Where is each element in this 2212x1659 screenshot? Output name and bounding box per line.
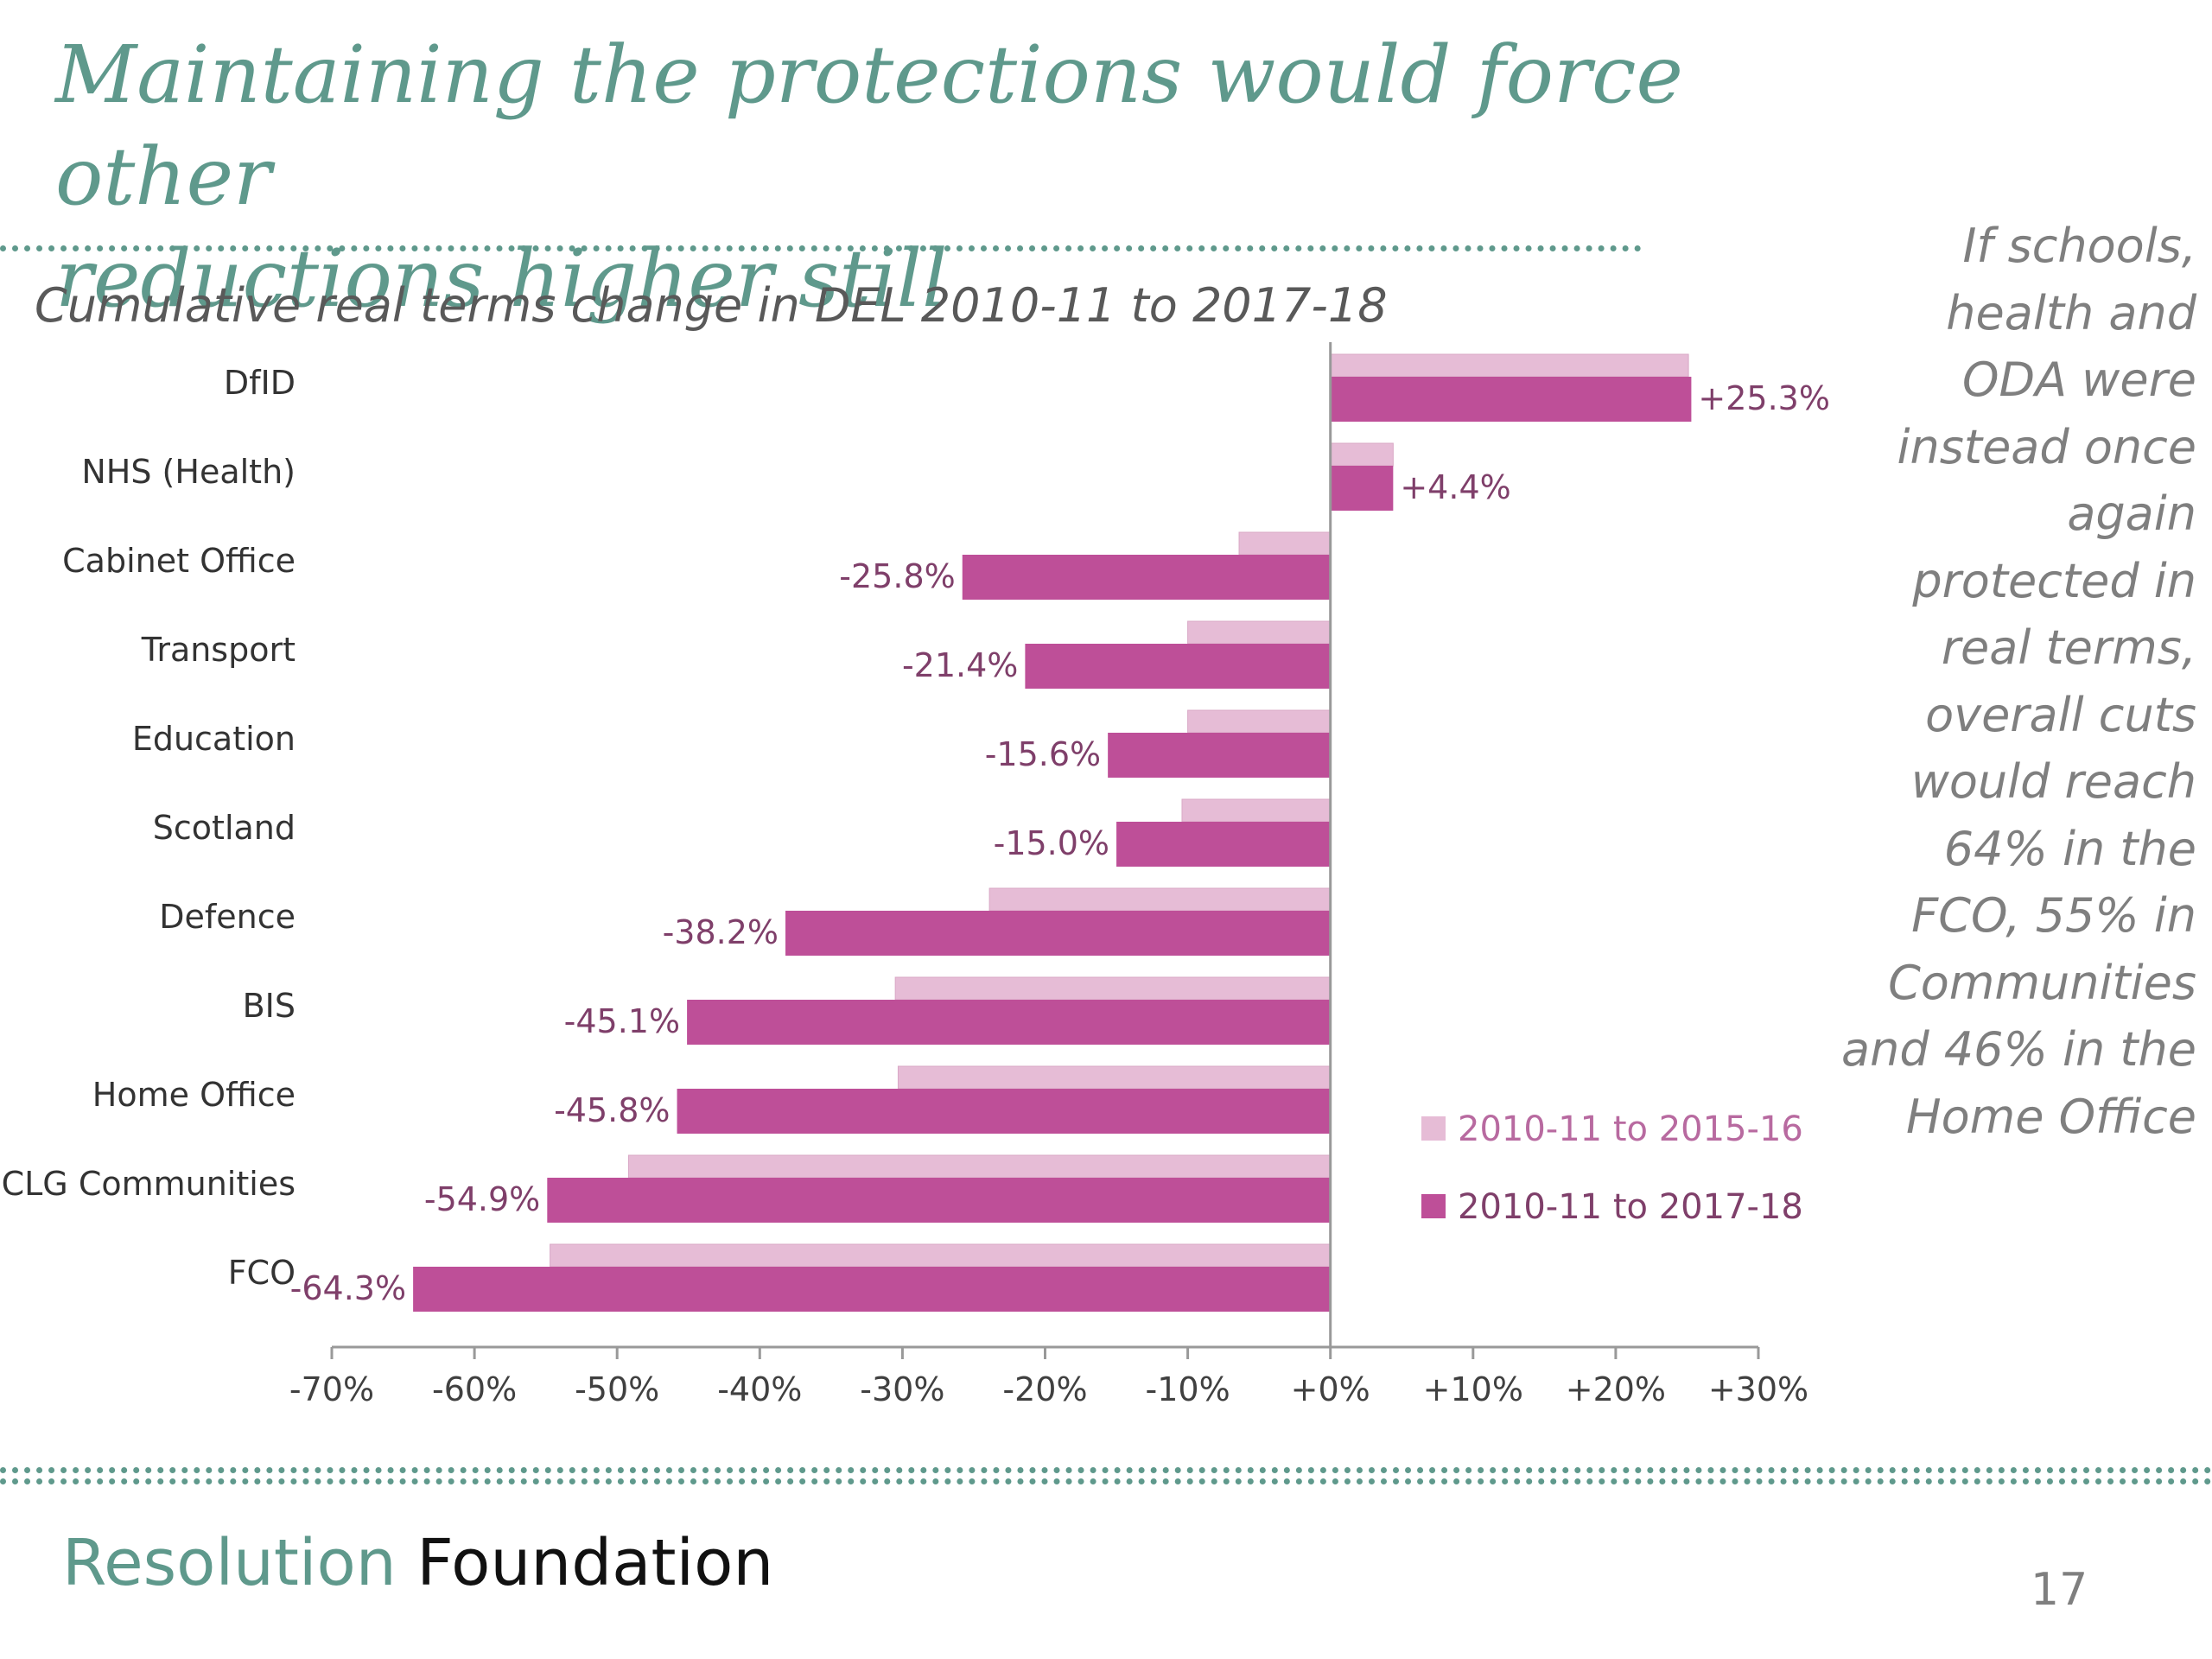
category-label: FCO xyxy=(228,1254,296,1292)
bar-2010-11-to-2017-18 xyxy=(1116,822,1331,867)
bar-2010-11-to-2017-18 xyxy=(1330,466,1394,511)
bar-2010-11-to-2015-16 xyxy=(1181,798,1332,823)
x-tick-label: +0% xyxy=(1291,1370,1370,1408)
bar-2010-11-to-2015-16 xyxy=(988,887,1332,912)
slide-title-line-1: Maintaining the protections would force … xyxy=(55,29,1683,223)
data-label: -15.6% xyxy=(985,735,1101,773)
side-note-line: Home Office xyxy=(1905,1089,2196,1144)
side-note-line: and 46% in the xyxy=(1841,1022,2196,1077)
bar-2010-11-to-2015-16 xyxy=(897,1065,1332,1090)
bar-2010-11-to-2017-18 xyxy=(1108,733,1331,778)
legend: 2010-11 to 2015-16 2010-11 to 2017-18 xyxy=(1421,1109,1803,1227)
data-label: -15.0% xyxy=(994,824,1109,862)
axis-layer: DfID NHS (Health) Cabinet Office Transport E… xyxy=(2,342,1808,1408)
x-tick-label: +10% xyxy=(1423,1370,1523,1408)
side-note-line: FCO, 55% in xyxy=(1911,888,2196,943)
bar-2010-11-to-2017-18 xyxy=(413,1267,1331,1312)
data-label: -45.1% xyxy=(564,1002,680,1040)
bar-2010-11-to-2015-16 xyxy=(1238,531,1332,556)
page-number: 17 xyxy=(2031,1564,2088,1616)
brand-name-part-2: Foundation xyxy=(416,1526,774,1600)
bar-2010-11-to-2017-18 xyxy=(785,911,1331,956)
data-label: +4.4% xyxy=(1400,468,1510,506)
side-note-line: would reach xyxy=(1910,754,2196,809)
x-tick-label: -40% xyxy=(717,1370,802,1408)
bar-2010-11-to-2017-18 xyxy=(687,1000,1331,1045)
chart-title: Cumulative real terms change in DEL 2010… xyxy=(35,278,1388,333)
bar-chart: Cumulative real terms change in DEL 2010… xyxy=(2,278,1830,1408)
category-label: CLG Communities xyxy=(2,1165,296,1203)
brand-name-part-1: Resolution xyxy=(62,1526,397,1600)
x-tick-label: -60% xyxy=(432,1370,517,1408)
bar-2010-11-to-2017-18 xyxy=(547,1178,1331,1223)
data-label: -54.9% xyxy=(424,1180,540,1218)
bar-2010-11-to-2015-16 xyxy=(1330,442,1394,467)
legend-swatch xyxy=(1421,1116,1446,1141)
x-tick-label: -30% xyxy=(860,1370,944,1408)
side-note-line: health and xyxy=(1946,285,2196,340)
side-note-line: ODA were xyxy=(1961,353,2196,407)
data-label: +25.3% xyxy=(1698,379,1830,417)
bar-2010-11-to-2015-16 xyxy=(1187,620,1332,645)
data-label: -21.4% xyxy=(902,646,1018,684)
bar-2010-11-to-2015-16 xyxy=(1187,709,1332,734)
brand-logo: Resolution Foundation xyxy=(62,1526,773,1600)
bar-2010-11-to-2015-16 xyxy=(1330,353,1689,378)
category-label: Cabinet Office xyxy=(62,542,296,580)
legend-swatch xyxy=(1421,1194,1446,1218)
category-label: Defence xyxy=(159,898,296,936)
bottom-dotted-divider xyxy=(0,1467,2212,1484)
side-note-line: Communities xyxy=(1888,955,2196,1010)
x-tick-label: -70% xyxy=(289,1370,374,1408)
top-dotted-divider xyxy=(0,245,1642,251)
bar-2010-11-to-2015-16 xyxy=(894,976,1332,1001)
bar-2010-11-to-2017-18 xyxy=(677,1089,1331,1134)
x-tick-label: +30% xyxy=(1708,1370,1808,1408)
side-note: If schools, health and ODA were instead … xyxy=(1825,213,2196,1150)
legend-label: 2010-11 to 2015-16 xyxy=(1458,1109,1803,1149)
x-tick-label: -50% xyxy=(575,1370,659,1408)
side-note-line: again xyxy=(2067,486,2196,541)
category-label: Home Office xyxy=(92,1076,296,1114)
side-note-line: overall cuts xyxy=(1925,687,2196,742)
bar-2010-11-to-2015-16 xyxy=(550,1243,1332,1268)
x-tick-label: +20% xyxy=(1566,1370,1666,1408)
bar-2010-11-to-2017-18 xyxy=(962,555,1331,600)
x-tick-label: -20% xyxy=(1002,1370,1087,1408)
category-label: Education xyxy=(132,720,296,758)
data-label: -64.3% xyxy=(290,1269,406,1307)
side-note-line: protected in xyxy=(1912,553,2196,608)
category-label: Scotland xyxy=(153,809,296,847)
side-note-line: real terms, xyxy=(1941,620,2196,675)
legend-label: 2010-11 to 2017-18 xyxy=(1458,1187,1803,1227)
category-label: Transport xyxy=(141,631,296,669)
category-label: BIS xyxy=(243,987,296,1025)
category-label: DfID xyxy=(224,364,296,402)
data-label: -25.8% xyxy=(839,557,955,595)
bar-2010-11-to-2015-16 xyxy=(627,1154,1332,1179)
bars-layer: +25.3% +4.4% -25.8% -21.4% -15.6% -15.0% -38.2… xyxy=(290,353,1830,1312)
side-note-line: instead once xyxy=(1897,419,2196,474)
x-tick-label: -10% xyxy=(1146,1370,1230,1408)
category-label: NHS (Health) xyxy=(81,453,296,491)
data-label: -38.2% xyxy=(663,913,779,951)
side-note-line: 64% in the xyxy=(1943,821,2196,876)
data-label: -45.8% xyxy=(554,1091,670,1129)
bar-2010-11-to-2017-18 xyxy=(1330,377,1692,422)
bar-2010-11-to-2017-18 xyxy=(1025,644,1331,689)
side-note-line: If schools, xyxy=(1962,219,2196,273)
